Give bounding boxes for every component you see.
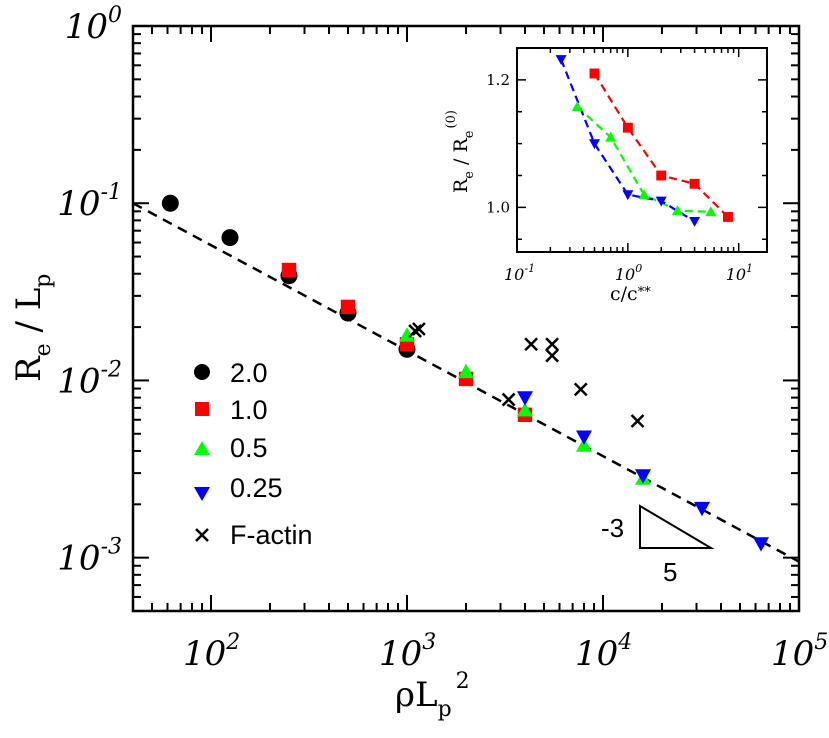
inset-axis-ticks — [516, 47, 767, 252]
main-data-points — [161, 194, 770, 552]
inset-line-0-25 — [560, 59, 696, 223]
inset-x-tick-label: 100 — [615, 262, 642, 284]
main-point-0-25 — [694, 501, 711, 517]
main-x-axis-label: ρLp2 — [395, 669, 470, 722]
legend-label-0-25: 0.25 — [230, 473, 283, 503]
legend-marker-1-0 — [195, 402, 209, 416]
main-x-tick-label: 103 — [379, 630, 436, 674]
main-y-tick-label: 100 — [65, 3, 122, 47]
inset-y-axis-label: Re / Re(0) — [444, 110, 477, 193]
main-point-f-actin — [408, 324, 422, 338]
legend-label-2-0: 2.0 — [230, 358, 268, 388]
main-y-tick-label: 10-1 — [57, 180, 122, 224]
inset-x-tick-label: 10-1 — [504, 262, 535, 284]
inset-y-tick-label: 1.0 — [486, 198, 510, 216]
inset-point-0-5 — [638, 189, 650, 200]
main-point-f-actin — [501, 392, 516, 407]
main-point-2-0 — [221, 229, 239, 247]
slope-rise-label: -3 — [601, 513, 624, 543]
main-x-tick-label: 104 — [575, 630, 632, 674]
inset-point-1-0 — [723, 211, 733, 222]
slope-run-label: 5 — [663, 557, 677, 587]
main-x-tick-label: 102 — [183, 630, 240, 674]
inset-x-axis-label: c/c** — [610, 283, 651, 305]
inset-point-0-5 — [705, 206, 717, 217]
main-point-f-actin — [573, 382, 588, 397]
main-point-f-actin — [412, 322, 426, 336]
legend-marker-2-0 — [194, 364, 210, 380]
slope-triangle: -3 5 — [601, 504, 715, 587]
inset-point-0-25 — [622, 190, 634, 201]
legend-marker-0-5 — [194, 441, 210, 455]
legend-label-1-0: 1.0 — [230, 395, 268, 425]
main-y-tick-label: 10-3 — [57, 535, 122, 579]
main-point-1-0 — [281, 262, 297, 278]
inset-point-1-0 — [589, 68, 600, 79]
main-y-tick-label: 10-2 — [57, 357, 122, 401]
main-point-2-0 — [161, 194, 179, 212]
inset-point-0-25 — [555, 55, 567, 65]
inset-point-0-25 — [588, 139, 600, 150]
inset-point-1-0 — [622, 122, 633, 133]
main-y-axis-label: Re / Lp — [9, 274, 56, 382]
inset-point-0-5 — [605, 131, 617, 142]
inset-x-tick-labels: 10-1 100 101 — [504, 262, 753, 284]
legend-marker-0-25 — [194, 487, 210, 501]
inset-y-tick-labels: 1.0 1.2 — [486, 71, 510, 217]
main-point-0-5 — [398, 327, 415, 342]
inset-data-points — [555, 55, 733, 227]
main-axis-ticks — [132, 25, 800, 612]
legend: 2.0 1.0 0.5 0.25 F-actin — [194, 358, 313, 550]
inset-y-tick-label: 1.2 — [486, 71, 510, 89]
main-point-0-25 — [576, 430, 593, 445]
main-point-f-actin — [630, 414, 645, 428]
main-x-tick-label: 105 — [771, 630, 828, 674]
legend-label-0-5: 0.5 — [230, 433, 268, 463]
main-point-1-0 — [340, 299, 356, 315]
main-x-tick-labels: 102 103 104 105 — [183, 630, 828, 674]
inset-point-1-0 — [656, 170, 667, 181]
slope-triangle-shape — [639, 504, 715, 549]
main-point-f-actin — [545, 337, 559, 352]
main-point-0-25 — [635, 469, 652, 484]
inset-point-0-5 — [671, 205, 683, 215]
main-point-0-5 — [458, 363, 474, 379]
main-point-f-actin — [545, 348, 559, 363]
main-y-tick-labels: 10-3 10-2 10-1 100 — [57, 3, 122, 579]
inset-chart: 10-1 100 101 1.0 1.2 c/c** Re / Re(0) — [444, 47, 768, 305]
legend-label-f-actin: F-actin — [230, 520, 313, 550]
main-point-0-25 — [753, 537, 770, 552]
inset-point-0-25 — [655, 196, 667, 207]
main-point-0-5 — [517, 402, 534, 417]
main-point-f-actin — [524, 337, 539, 352]
inset-point-0-5 — [571, 101, 583, 112]
inset-point-1-0 — [689, 178, 700, 189]
legend-marker-f-actin — [195, 528, 209, 542]
main-point-0-25 — [517, 391, 534, 406]
inset-point-0-25 — [689, 217, 701, 227]
inset-x-tick-label: 101 — [726, 262, 753, 284]
